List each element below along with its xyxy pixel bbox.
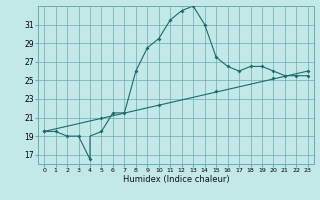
X-axis label: Humidex (Indice chaleur): Humidex (Indice chaleur) (123, 175, 229, 184)
